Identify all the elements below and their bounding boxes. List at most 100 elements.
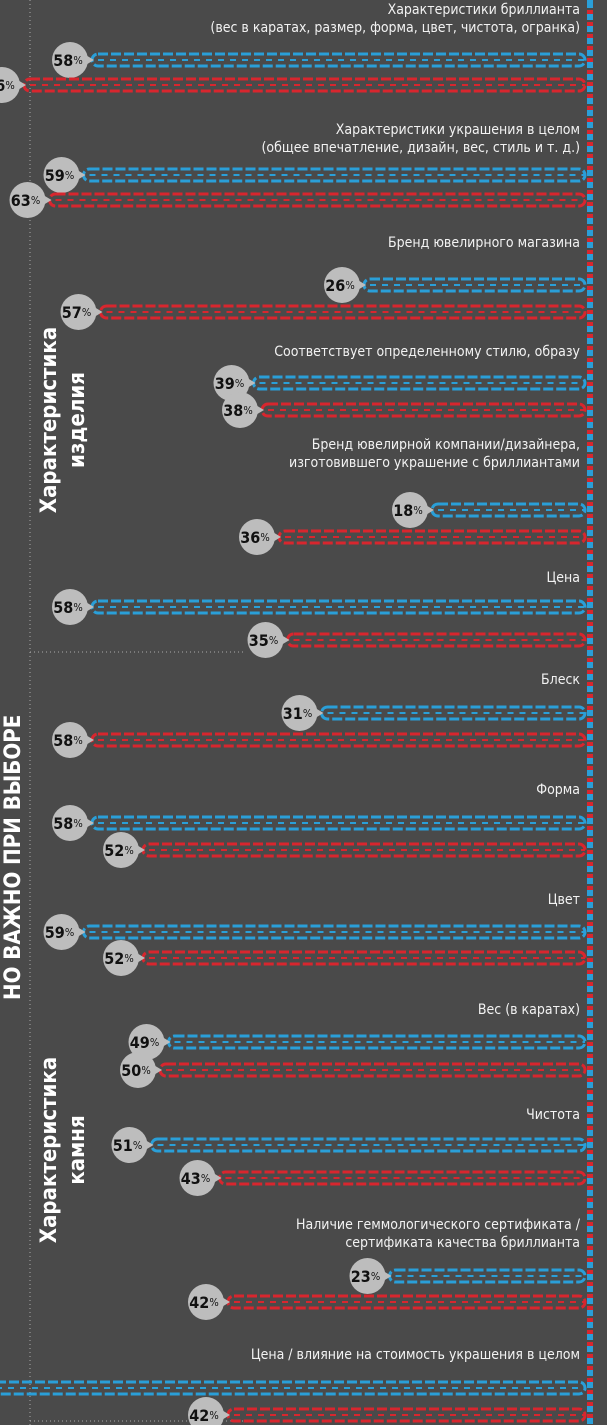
category-label: Характеристики украшения в целом (общее в…	[261, 122, 580, 156]
value-number: 58	[53, 598, 73, 617]
value-number: 57	[62, 303, 82, 322]
value-label: 52%	[104, 841, 133, 860]
section-line: камня	[65, 1115, 90, 1184]
value-pill-tip	[424, 504, 434, 516]
category-line: Чистота	[526, 1107, 580, 1123]
value-label: 58%	[53, 598, 82, 617]
value-pill-tip	[84, 54, 94, 66]
value-pill-tip	[152, 1064, 162, 1076]
value-label: 59%	[45, 923, 74, 942]
value-unit: %	[141, 1064, 150, 1077]
value-pill	[222, 392, 258, 428]
value-unit: %	[65, 926, 74, 939]
value-number: 58	[53, 51, 73, 70]
value-unit: %	[243, 404, 252, 417]
value-label: 35%	[249, 631, 278, 650]
value-pill-tip	[245, 377, 256, 389]
value-pill	[111, 1127, 148, 1163]
value-number: 52	[104, 841, 124, 860]
value-label: 57%	[62, 303, 91, 322]
value-label: 58%	[53, 731, 82, 750]
value-pill	[43, 914, 80, 950]
value-unit: %	[235, 377, 244, 390]
value-number: 50	[121, 1061, 141, 1080]
value-unit: %	[260, 531, 269, 544]
value-pill	[188, 1397, 224, 1425]
value-pill-tip	[135, 844, 145, 856]
value-number: 42	[189, 1293, 209, 1312]
value-pill-tip	[356, 279, 366, 291]
value-pill-tip	[279, 634, 290, 646]
category-line: Форма	[536, 782, 580, 798]
value-number: 63	[11, 191, 31, 210]
category-line: Цвет	[548, 892, 580, 908]
category-line: Соответствует определенному стилю, образ…	[274, 344, 580, 360]
category-label: Вес (в каратах)	[478, 1002, 580, 1018]
value-number: 58	[53, 731, 73, 750]
value-unit: %	[413, 504, 422, 517]
value-number: 38	[223, 401, 243, 420]
value-pill	[9, 182, 46, 218]
value-pill	[120, 1052, 156, 1088]
value-pill	[0, 67, 20, 103]
value-label: 31%	[283, 704, 312, 723]
section-line: Характеристика	[37, 1057, 62, 1243]
value-label: 23%	[351, 1267, 380, 1286]
value-label: 50%	[121, 1061, 150, 1080]
value-number: 59	[45, 166, 65, 185]
section-label: Характеристика изделия	[37, 327, 90, 513]
value-unit: %	[73, 601, 82, 614]
value-label: 39%	[215, 374, 244, 393]
category-label: Цена	[547, 570, 581, 586]
value-pill	[213, 365, 250, 401]
value-pill	[349, 1258, 386, 1294]
value-pill	[128, 1024, 165, 1060]
category-label: Чистота	[526, 1107, 580, 1123]
value-label: 66%	[0, 76, 15, 95]
category-line: Бренд ювелирной компании/дизайнера,	[312, 437, 580, 453]
value-number: 36	[240, 528, 260, 547]
value-unit: %	[133, 1139, 142, 1152]
category-label: Цвет	[548, 892, 580, 908]
chain-bar	[99, 304, 587, 320]
value-label: 36%	[240, 528, 269, 547]
value-pill	[52, 589, 88, 625]
value-label: 58%	[53, 814, 82, 833]
value-pill-tip	[16, 79, 26, 91]
value-unit: %	[31, 194, 40, 207]
value-pill	[239, 519, 275, 555]
section-label: Характеристика камня	[37, 1057, 90, 1243]
category-line: Бренд ювелирного магазина	[388, 235, 580, 251]
value-unit: %	[82, 306, 91, 319]
value-pill-tip	[211, 1172, 222, 1184]
value-pill-tip	[220, 1409, 230, 1421]
value-label: 18%	[393, 501, 422, 520]
value-pill-tip	[135, 952, 145, 964]
value-number: 49	[130, 1033, 150, 1052]
value-pill	[52, 42, 88, 78]
value-label: 38%	[223, 401, 252, 420]
value-number: 35	[249, 631, 269, 650]
chain-bar	[150, 1137, 587, 1153]
category-line: Вес (в каратах)	[478, 1002, 580, 1018]
value-number: 39	[215, 374, 235, 393]
value-pill-tip	[143, 1139, 154, 1151]
value-unit: %	[345, 279, 354, 292]
value-label: 43%	[181, 1169, 210, 1188]
value-number: 51	[113, 1136, 133, 1155]
value-pill	[103, 832, 139, 868]
value-pill-tip	[75, 169, 86, 181]
value-number: 43	[181, 1169, 201, 1188]
value-pill-tip	[160, 1036, 171, 1048]
value-unit: %	[73, 734, 82, 747]
category-label: Блеск	[541, 672, 580, 688]
category-line: Наличие геммологического сертификата /	[296, 1217, 581, 1233]
category-line: (вес в каратах, размер, форма, цвет, чис…	[210, 20, 580, 36]
value-unit: %	[303, 707, 312, 720]
value-number: 58	[53, 814, 73, 833]
value-pill	[281, 695, 318, 731]
value-label: 26%	[325, 276, 354, 295]
value-pill-tip	[381, 1270, 392, 1282]
value-pill	[392, 492, 428, 528]
value-pill	[188, 1284, 224, 1320]
